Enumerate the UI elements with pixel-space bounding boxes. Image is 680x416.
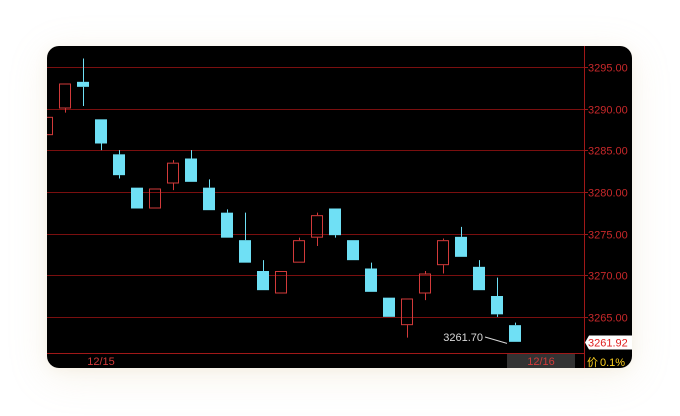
candle: [257, 260, 269, 291]
corner-pct-label: 0.1%: [600, 357, 625, 368]
candle-body-up: [419, 273, 431, 294]
candle-body-up: [311, 215, 323, 238]
candle: [383, 297, 395, 317]
candle: [329, 208, 341, 238]
y-tick-label: 3275.00: [588, 230, 628, 242]
y-tick-label: 3295.00: [588, 63, 628, 75]
candle-body-down: [221, 212, 233, 238]
candle-body-down: [365, 268, 377, 292]
candlestick-chart: 3295.00 3290.00 3285.00 3280.00 3275.00 3270.…: [47, 46, 632, 368]
candle: [131, 187, 143, 209]
candle-body-down: [509, 325, 521, 342]
candle-body-down: [491, 296, 503, 315]
axis-layer: 3295.00 3290.00 3285.00 3280.00 3275.00 3270.…: [47, 46, 628, 368]
candle: [509, 322, 521, 342]
candle-body-down: [347, 240, 359, 261]
candle: [113, 150, 125, 179]
candle-body-down: [329, 208, 341, 236]
y-tick-label: 3280.00: [588, 188, 628, 200]
candle: [149, 188, 161, 209]
last-price-tag: [585, 335, 632, 350]
candle: [275, 271, 287, 294]
x-tick-label: 12/15: [87, 356, 115, 368]
last-price-tag-text: 3261.92: [588, 338, 628, 350]
candle: [203, 179, 215, 211]
candle-body-up: [401, 298, 413, 326]
candle-body-down: [473, 266, 485, 291]
candle: [473, 260, 485, 291]
candle: [167, 160, 179, 191]
candle: [293, 237, 305, 263]
candle-body-down: [257, 271, 269, 291]
candle-body-down: [455, 236, 467, 257]
y-tick-label: 3265.00: [588, 313, 628, 325]
candle: [455, 226, 467, 257]
corner-price-label: 价: [587, 356, 598, 368]
label-layer: 12/15 12/16 3261.70 3261.92 价 0.1%: [87, 332, 632, 368]
candle: [401, 298, 413, 338]
candle: [239, 212, 251, 263]
candle: [347, 240, 359, 261]
candle-layer: [47, 58, 521, 342]
y-tick-label: 3285.00: [588, 146, 628, 158]
chart-card: 3295.00 3290.00 3285.00 3280.00 3275.00 3270.…: [47, 46, 632, 368]
x-label-highlight: [507, 354, 575, 368]
candle: [437, 238, 449, 274]
grid-layer: [47, 67, 584, 318]
candle-body-up: [437, 240, 449, 266]
candle-body-down: [239, 240, 251, 263]
candle-body-down: [77, 81, 89, 87]
candle-body-down: [383, 297, 395, 317]
candle: [77, 58, 89, 106]
candle: [59, 83, 71, 113]
candle-body-down: [95, 119, 107, 144]
candle: [47, 116, 53, 136]
candle-body-down: [185, 158, 197, 182]
y-tick-label: 3290.00: [588, 105, 628, 117]
candle-body-down: [113, 154, 125, 176]
candle-body-up: [167, 162, 179, 184]
candle: [311, 212, 323, 246]
candle-body-up: [59, 83, 71, 109]
candle: [221, 209, 233, 238]
min-annotation-label: 3261.70: [443, 332, 483, 344]
candle: [95, 119, 107, 151]
candle-body-up: [293, 240, 305, 263]
candle-body-down: [203, 187, 215, 211]
candle: [365, 262, 377, 292]
y-tick-label: 3270.00: [588, 271, 628, 283]
candle: [185, 150, 197, 182]
min-annotation-pointer: [484, 336, 508, 344]
candle: [419, 271, 431, 301]
candle-body-up: [47, 116, 53, 136]
candle-body-down: [131, 187, 143, 209]
candle-body-up: [275, 271, 287, 294]
candle: [491, 277, 503, 317]
x-tick-label: 12/16: [527, 356, 555, 368]
candle-body-up: [149, 188, 161, 209]
